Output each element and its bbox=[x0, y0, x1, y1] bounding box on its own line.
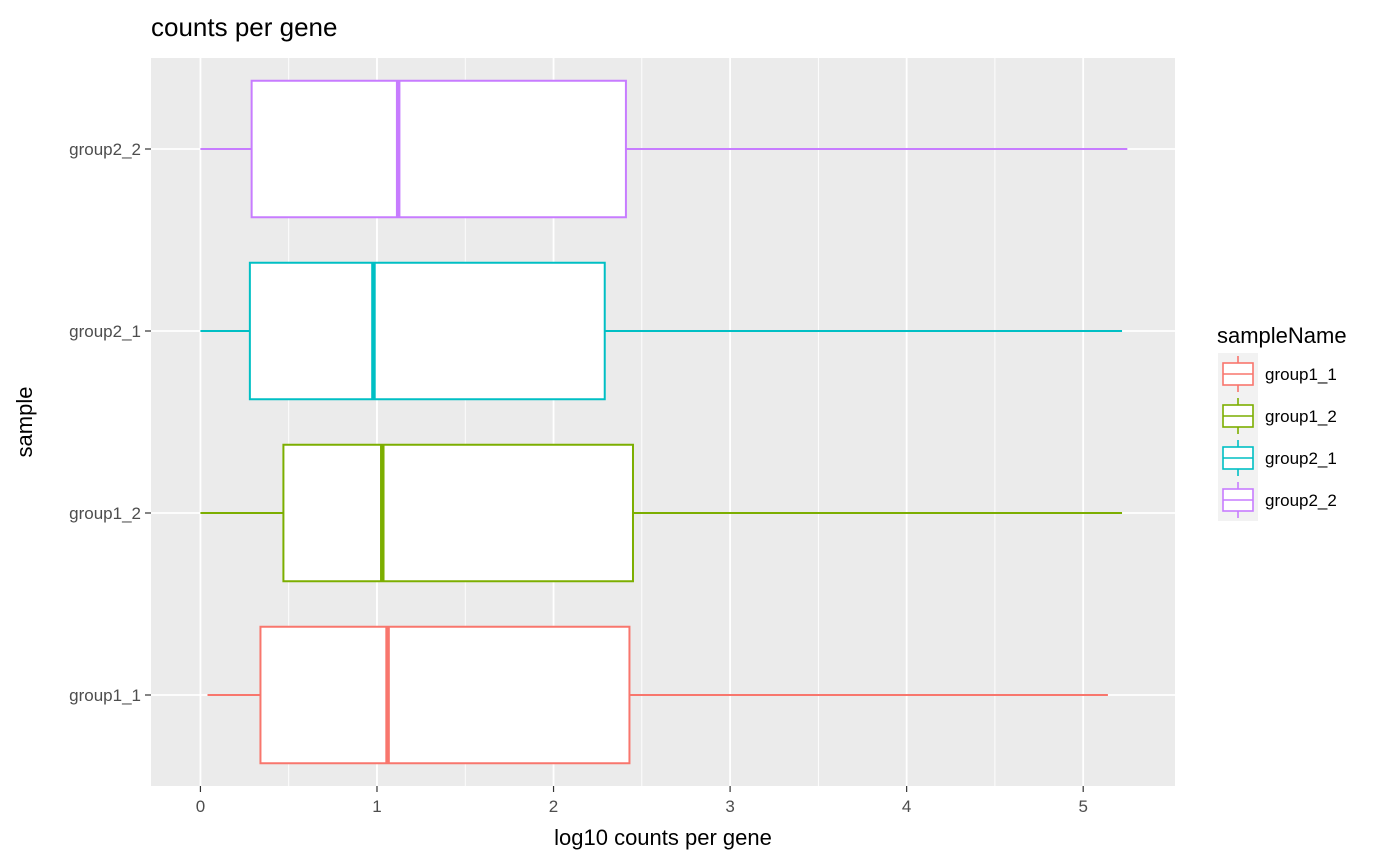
x-axis-ticks: 0 1 2 3 4 5 bbox=[196, 786, 1088, 816]
x-tick-label: 3 bbox=[725, 797, 734, 816]
x-tick-label: 0 bbox=[196, 797, 205, 816]
y-tick-label: group2_1 bbox=[69, 322, 141, 341]
x-tick-label: 1 bbox=[372, 797, 381, 816]
x-axis-title: log10 counts per gene bbox=[554, 825, 772, 850]
legend-label: group1_2 bbox=[1265, 407, 1337, 426]
y-axis-title: sample bbox=[12, 387, 37, 458]
legend-label: group2_2 bbox=[1265, 491, 1337, 510]
legend-item-group2_2: group2_2 bbox=[1218, 479, 1337, 521]
x-tick-label: 2 bbox=[549, 797, 558, 816]
legend-label: group2_1 bbox=[1265, 449, 1337, 468]
legend-items: group1_1 group1_2 group2_1 group2_2 bbox=[1218, 353, 1337, 521]
x-tick-label: 4 bbox=[902, 797, 911, 816]
box-group2_1 bbox=[200, 261, 1123, 401]
y-tick-label: group1_2 bbox=[69, 504, 141, 523]
legend-title: sampleName bbox=[1217, 323, 1347, 348]
box-group2_2 bbox=[200, 79, 1128, 219]
box-iqr bbox=[282, 443, 634, 583]
y-tick-label: group2_2 bbox=[69, 140, 141, 159]
legend: sampleName group1_1group1_2group2_1group… bbox=[1217, 323, 1347, 521]
box-series bbox=[200, 79, 1128, 765]
y-tick-label: group1_1 bbox=[69, 686, 141, 705]
legend-label: group1_1 bbox=[1265, 365, 1337, 384]
legend-item-group2_1: group2_1 bbox=[1218, 437, 1337, 479]
box-group1_1 bbox=[207, 625, 1108, 765]
box-iqr bbox=[248, 261, 606, 401]
x-tick-label: 5 bbox=[1078, 797, 1087, 816]
box-iqr bbox=[250, 79, 627, 219]
chart-title: counts per gene bbox=[151, 12, 337, 42]
legend-item-group1_2: group1_2 bbox=[1218, 395, 1337, 437]
y-axis-ticks: group1_1 group1_2 group2_1 group2_2 bbox=[69, 140, 151, 705]
box-group1_2 bbox=[200, 443, 1123, 583]
box-iqr bbox=[259, 625, 631, 765]
legend-item-group1_1: group1_1 bbox=[1218, 353, 1337, 395]
